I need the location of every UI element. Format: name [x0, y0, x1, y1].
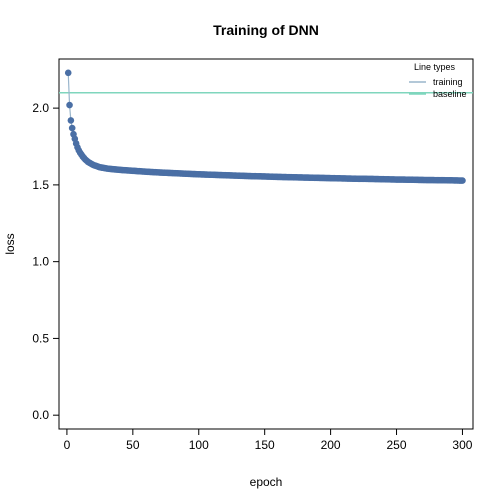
- y-tick-label: 0.5: [32, 331, 49, 345]
- y-tick-label: 1.5: [32, 178, 49, 192]
- x-tick-label: 200: [321, 438, 341, 452]
- plot-panel: [58, 58, 474, 430]
- x-tick-label: 250: [387, 438, 407, 452]
- y-tick-label: 1.0: [32, 255, 49, 269]
- plot-border: [58, 58, 474, 430]
- training-point: [459, 177, 466, 184]
- x-tick-label: 300: [452, 438, 472, 452]
- training-point: [68, 124, 76, 132]
- training-series: [64, 69, 466, 184]
- x-tick-label: 50: [126, 438, 140, 452]
- x-tick-label: 150: [255, 438, 275, 452]
- training-point: [67, 117, 75, 124]
- y-tick-label: 2.0: [32, 101, 49, 115]
- legend-training-label: training: [433, 77, 463, 87]
- training-line: [67, 72, 463, 182]
- legend-baseline-label: baseline: [433, 89, 467, 99]
- x-tick-label: 100: [189, 438, 209, 452]
- y-axis: 0.0 0.5 1.0 1.5 2.0: [32, 101, 59, 422]
- x-axis: 0 50 100 150 200 250 300: [64, 429, 473, 452]
- legend: Line types training baseline: [409, 62, 467, 99]
- y-axis-label: loss: [3, 233, 17, 254]
- training-point: [66, 101, 73, 109]
- chart-title: Training of DNN: [213, 22, 319, 38]
- y-tick-label: 0.0: [32, 408, 49, 422]
- x-axis-label: epoch: [250, 475, 283, 489]
- x-tick-label: 0: [64, 438, 71, 452]
- training-point: [64, 69, 72, 77]
- legend-title: Line types: [414, 62, 456, 72]
